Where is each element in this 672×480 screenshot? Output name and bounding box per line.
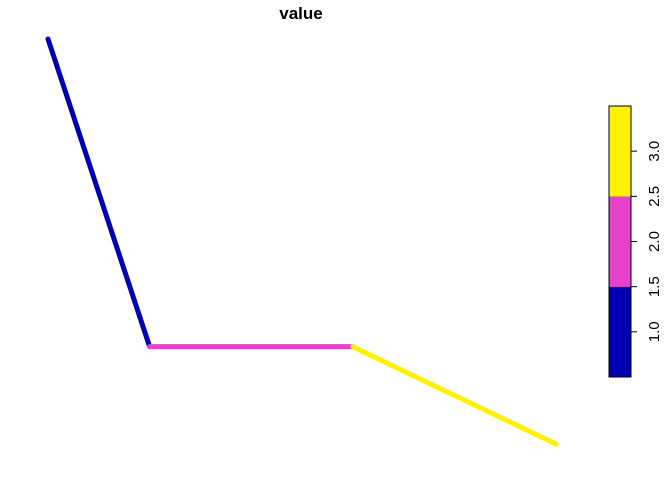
colorbar-tick-label: 3.0 <box>646 141 663 162</box>
colorbar-swatch-3 <box>609 106 631 197</box>
colorbar-tick-label: 1.0 <box>646 321 663 342</box>
colorbar-tick-label: 2.0 <box>646 231 663 252</box>
colorbar-tick-label: 2.5 <box>646 186 663 207</box>
chart-title: value <box>279 4 322 23</box>
line-segments <box>45 36 559 447</box>
line-segment-1 <box>45 36 153 350</box>
colorbar-tick-label: 1.5 <box>646 276 663 297</box>
colorbar-legend: 1.0 1.5 2.0 2.5 3.0 <box>608 105 663 378</box>
colorbar-swatch-1 <box>609 286 631 377</box>
colorbar-swatch-2 <box>609 196 631 287</box>
line-segment-3 <box>350 344 559 447</box>
